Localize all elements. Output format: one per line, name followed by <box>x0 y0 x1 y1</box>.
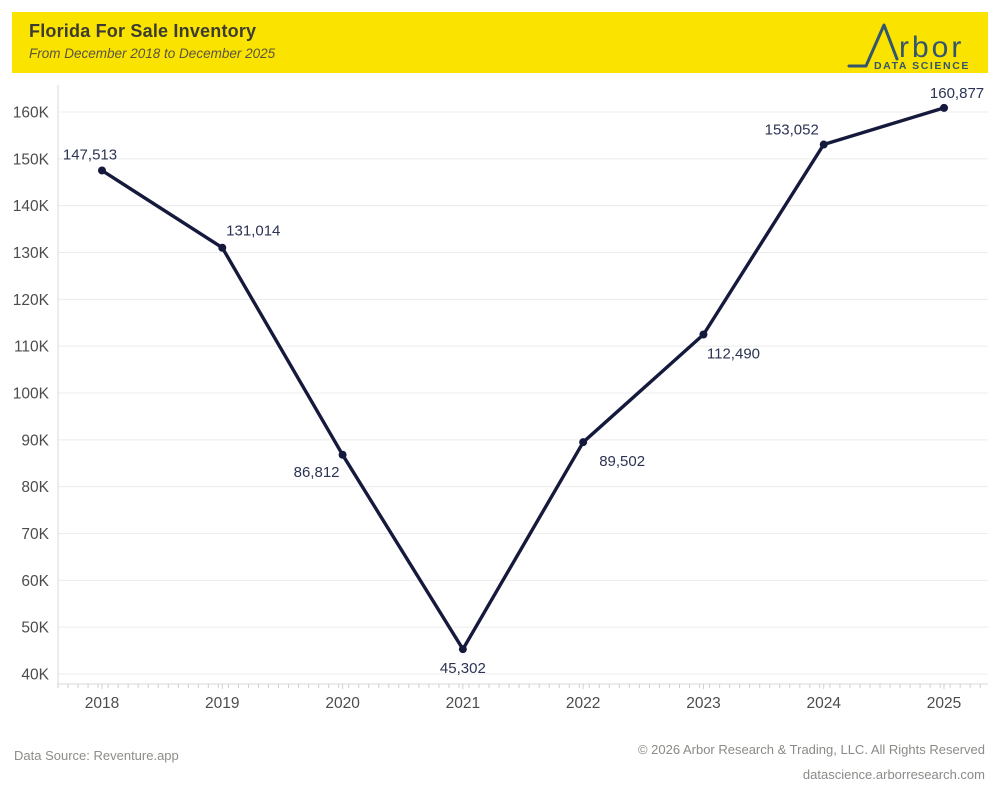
data-point <box>819 140 828 149</box>
arbor-data-science-logo: rbor DATA SCIENCE <box>847 23 970 72</box>
x-axis-label: 2020 <box>325 695 360 712</box>
data-point <box>98 166 106 175</box>
logo-wordmark: rbor <box>899 31 964 64</box>
y-axis-label: 160K <box>13 104 50 121</box>
y-axis-label: 90K <box>21 432 49 449</box>
y-axis-label: 140K <box>13 198 50 215</box>
data-point <box>579 438 588 447</box>
y-axis-label: 80K <box>21 479 49 496</box>
data-point-label: 89,502 <box>599 453 645 470</box>
data-point-label: 147,513 <box>63 146 117 163</box>
inventory-series-line <box>100 106 946 651</box>
data-point <box>699 330 708 339</box>
page-subtitle: From December 2018 to December 2025 <box>29 46 276 61</box>
y-axis-label: 40K <box>21 666 49 683</box>
x-axis-label: 2019 <box>205 695 239 712</box>
y-axis-label: 50K <box>21 620 49 637</box>
data-point <box>458 645 467 654</box>
y-axis-label: 130K <box>13 245 50 262</box>
attribution-block: © 2026 Arbor Research & Trading, LLC. Al… <box>638 737 985 787</box>
data-source-note: Data Source: Reventure.app <box>14 748 179 763</box>
y-axis-label: 120K <box>13 292 50 309</box>
data-point-label: 153,052 <box>765 122 819 139</box>
data-point <box>338 450 347 459</box>
logo-tagline: DATA SCIENCE <box>874 60 970 72</box>
y-axis-label: 100K <box>13 385 50 402</box>
website-text: datascience.arborresearch.com <box>802 767 985 782</box>
data-point-label: 45,302 <box>440 660 486 677</box>
x-axis-label: 2023 <box>686 695 720 712</box>
copyright-text: © 2026 Arbor Research & Trading, LLC. Al… <box>637 742 985 757</box>
data-point <box>218 243 227 252</box>
logo-mountain-peak-icon <box>847 23 899 68</box>
data-point-label: 86,812 <box>294 464 340 481</box>
header-banner: Florida For Sale Inventory From December… <box>12 12 988 73</box>
x-axis-label: 2024 <box>806 695 841 712</box>
data-point-label: 131,014 <box>226 223 280 240</box>
y-axis-label: 110K <box>14 339 50 356</box>
inventory-line-chart: 40K 50K 60K 70K 80K 90K 100K 110K 120K 130K 140K 15… <box>13 85 988 712</box>
y-axis-label: 60K <box>21 573 49 590</box>
page-title: Florida For Sale Inventory <box>29 21 257 41</box>
data-point-label: 160,877 <box>930 85 984 102</box>
data-point <box>940 103 949 112</box>
x-axis-label: 2018 <box>85 695 119 712</box>
x-axis-label: 2025 <box>927 695 961 712</box>
x-axis-label: 2022 <box>566 695 600 712</box>
x-axis-label: 2021 <box>446 695 480 712</box>
data-point-label: 112,490 <box>707 346 760 363</box>
y-axis-label: 70K <box>21 526 49 543</box>
y-axis-label: 150K <box>13 151 50 168</box>
